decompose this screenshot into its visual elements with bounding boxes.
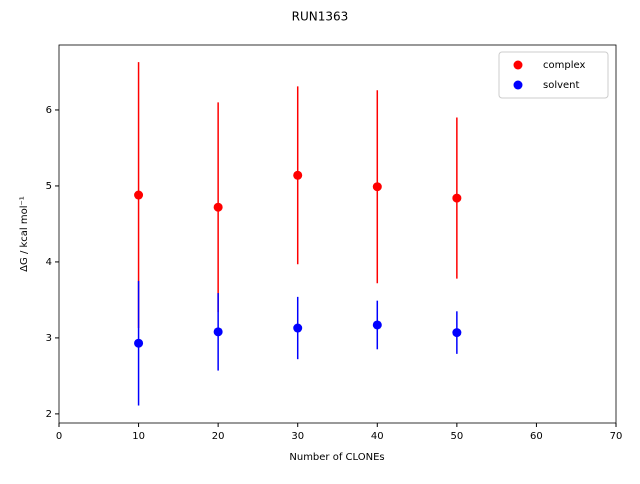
point [293, 170, 303, 180]
plot-frame [58, 44, 617, 424]
point [213, 327, 223, 337]
x-tick-label: 60 [530, 431, 543, 442]
point [372, 320, 382, 330]
legend-label: complex [543, 60, 585, 71]
x-axis-label: Number of CLONEs [289, 452, 384, 463]
y-tick-label: 6 [46, 105, 52, 116]
chart-title: RUN1363 [292, 10, 349, 24]
x-tick-label: 70 [610, 431, 623, 442]
point [213, 202, 223, 212]
x-tick-label: 0 [56, 431, 62, 442]
x-tick-label: 50 [450, 431, 463, 442]
point [134, 190, 144, 200]
x-tick-label: 30 [291, 431, 304, 442]
legend-box [498, 51, 609, 99]
legend-marker [513, 80, 523, 90]
y-tick-label: 4 [46, 257, 52, 268]
y-axis-label: ΔG / kcal mol⁻¹ [19, 196, 30, 272]
legend-label: solvent [543, 80, 580, 91]
y-tick-label: 3 [46, 333, 52, 344]
point [134, 338, 144, 348]
point [452, 193, 462, 203]
y-tick-label: 2 [46, 409, 52, 420]
x-tick-label: 40 [371, 431, 384, 442]
y-tick-label: 5 [46, 181, 52, 192]
point [372, 182, 382, 192]
x-tick-label: 20 [212, 431, 225, 442]
legend-marker [513, 60, 523, 70]
point [293, 323, 303, 333]
point [452, 328, 462, 338]
x-tick-label: 10 [132, 431, 145, 442]
